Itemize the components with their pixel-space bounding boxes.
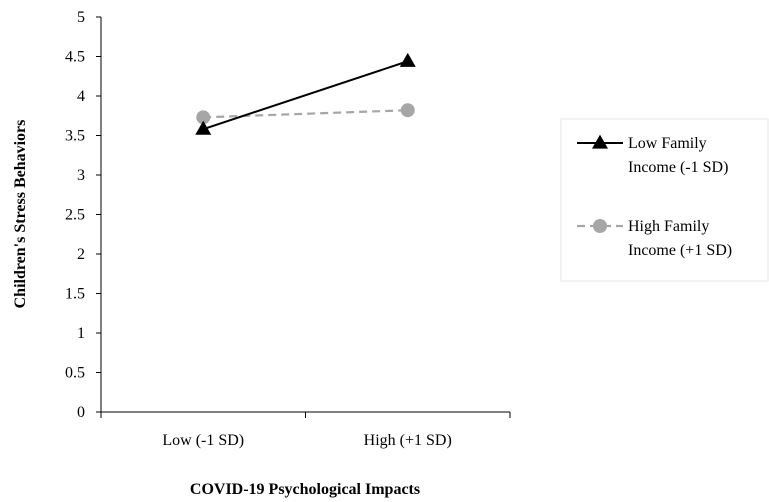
y-axis-ticks: 0 0.5 1 1.5 2 2.5 3 3.5 4 4.5 5 — [65, 9, 101, 421]
x-tick-label: Low (-1 SD) — [162, 432, 244, 449]
y-tick-label: 2 — [77, 246, 85, 263]
y-tick-label: 4 — [77, 88, 85, 105]
series-line — [202, 60, 409, 131]
data-point-marker — [195, 120, 212, 135]
series-line — [203, 109, 408, 119]
y-tick-label: 1.5 — [65, 286, 85, 303]
y-axis-title: Children's Stress Behaviors — [12, 120, 29, 309]
legend-label: High Family — [628, 218, 709, 235]
data-point-marker — [400, 103, 415, 118]
legend-label: Low Family — [628, 135, 707, 152]
y-tick-label: 3.5 — [65, 128, 85, 145]
legend-label: Income (+1 SD) — [628, 242, 732, 259]
legend-entry: Low Family Income (-1 SD) — [577, 134, 728, 176]
x-axis-ticks: Low (-1 SD) High (+1 SD) — [100, 412, 511, 449]
legend-label: Income (-1 SD) — [628, 159, 728, 176]
data-point-marker — [196, 110, 211, 125]
legend-entry: High Family Income (+1 SD) — [577, 218, 732, 259]
y-tick-label: 2.5 — [65, 207, 85, 224]
series-1 — [196, 103, 415, 125]
y-tick-label: 4.5 — [65, 49, 85, 66]
y-tick-label: 3 — [77, 167, 85, 184]
x-tick-label: High (+1 SD) — [364, 432, 452, 449]
plot-area — [195, 52, 416, 135]
y-tick-label: 1 — [77, 325, 85, 342]
data-point-marker — [399, 52, 416, 67]
y-tick-label: 5 — [77, 9, 85, 26]
legend-marker — [592, 134, 608, 149]
legend-marker — [593, 219, 607, 233]
y-tick-label: 0 — [77, 404, 85, 421]
x-axis-title: COVID-19 Psychological Impacts — [190, 481, 420, 498]
legend: Low Family Income (-1 SD) High Family Incom… — [560, 118, 769, 282]
series-0 — [195, 52, 416, 135]
y-tick-label: 0.5 — [65, 365, 85, 382]
